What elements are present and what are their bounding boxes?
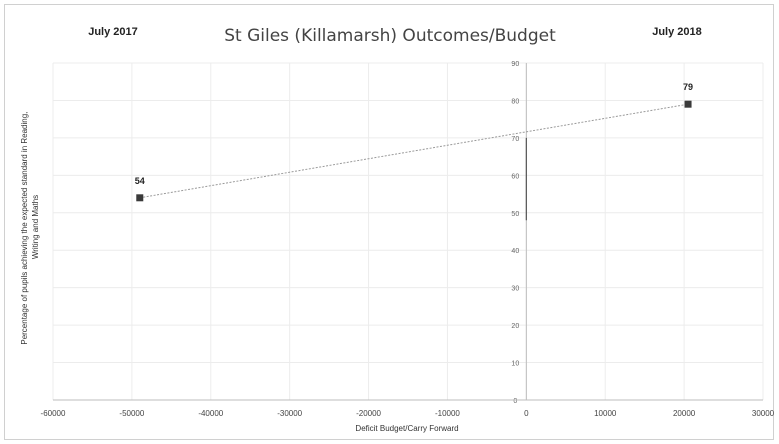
x-tick-label: 0 xyxy=(524,409,529,418)
x-tick-label: -10000 xyxy=(435,409,460,418)
x-tick-label: 30000 xyxy=(752,409,775,418)
y-tick-label: 20 xyxy=(511,323,519,330)
y-tick-label: 40 xyxy=(511,248,519,255)
y-axis: 0 10 20 30 40 50 60 70 80 90 xyxy=(511,61,527,405)
annotation-left: July 2017 xyxy=(88,26,138,38)
y-tick-label: 80 xyxy=(511,98,519,105)
x-axis-label: Deficit Budget/Carry Forward xyxy=(355,424,458,433)
data-point xyxy=(684,100,692,108)
series-layer: 54 79 xyxy=(135,82,693,202)
data-label: 79 xyxy=(683,82,693,92)
y-axis-label-line-2: Writing and Maths xyxy=(31,195,40,259)
y-tick-label: 60 xyxy=(511,173,519,180)
x-tick-label: -40000 xyxy=(198,409,223,418)
y-axis-label-line-1: Percentage of pupils achieving the expec… xyxy=(20,112,29,345)
data-point xyxy=(136,194,144,202)
trend-line xyxy=(139,103,689,199)
chart-svg: 0 10 20 30 40 50 60 70 80 90 -60000 -50000 -40000 -3… xyxy=(20,26,775,433)
gridlines xyxy=(52,62,764,401)
y-tick-label: 0 xyxy=(513,398,517,405)
data-label: 54 xyxy=(135,176,145,186)
x-tick-label: -60000 xyxy=(41,409,66,418)
annotation-right: July 2018 xyxy=(652,26,702,38)
y-tick-label: 30 xyxy=(511,286,519,293)
x-tick-label: 10000 xyxy=(594,409,617,418)
y-axis-label: Percentage of pupils achieving the expec… xyxy=(20,109,40,344)
y-tick-label: 50 xyxy=(511,211,519,218)
y-tick-label: 70 xyxy=(511,136,519,143)
y-tick-label: 90 xyxy=(511,61,519,68)
x-tick-label: -20000 xyxy=(356,409,381,418)
x-axis: -60000 -50000 -40000 -30000 -20000 -10000 0 100… xyxy=(41,399,775,418)
chart-frame: 0 10 20 30 40 50 60 70 80 90 -60000 -50000 -40000 -3… xyxy=(4,4,775,440)
x-tick-label: -30000 xyxy=(277,409,302,418)
x-tick-label: -50000 xyxy=(119,409,144,418)
y-tick-label: 10 xyxy=(511,361,519,368)
chart-title: St Giles (Killamarsh) Outcomes/Budget xyxy=(224,26,556,46)
x-tick-label: 20000 xyxy=(673,409,696,418)
